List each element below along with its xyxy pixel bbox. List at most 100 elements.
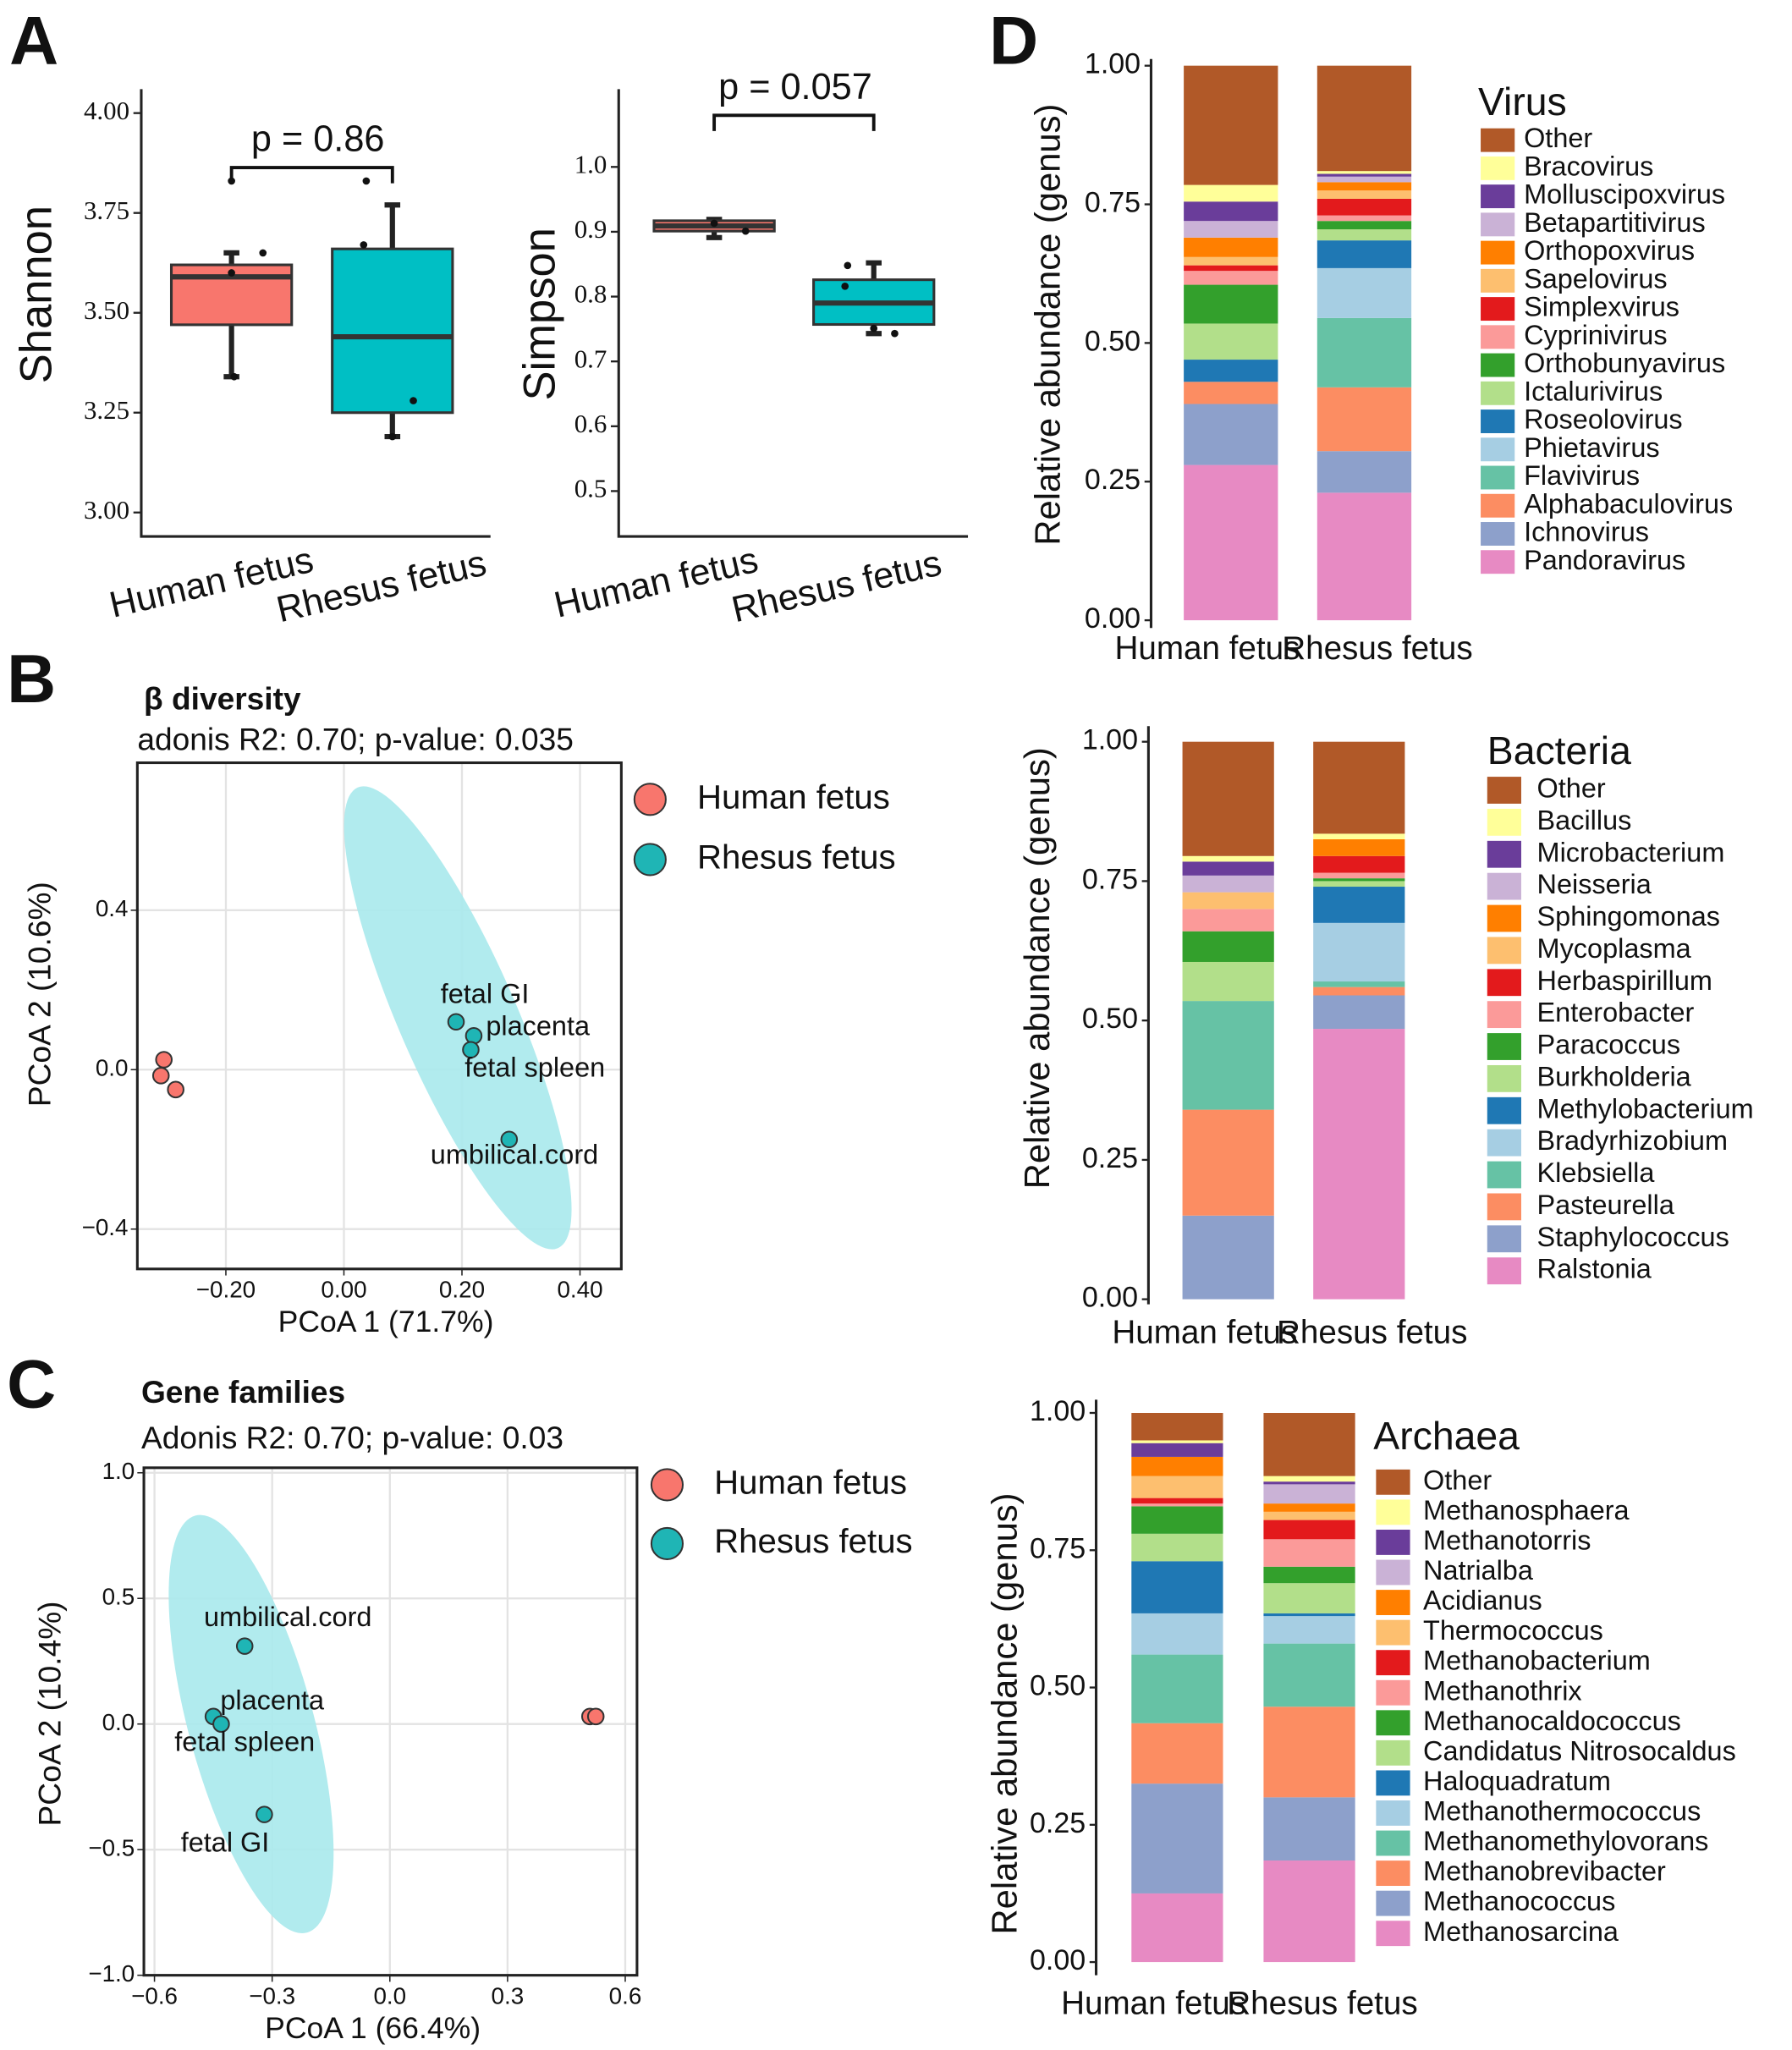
- legend-swatch: [1481, 268, 1515, 293]
- bar-segment: [1184, 237, 1278, 257]
- bar-segment: [1317, 240, 1412, 268]
- y-tick-label: 0.75: [1085, 187, 1141, 219]
- bar-segment: [1131, 1506, 1223, 1534]
- y-tick-label: 0.4: [96, 895, 129, 921]
- legend-label: Pandoravirus: [1524, 545, 1685, 575]
- chart-title: Gene families: [141, 1374, 345, 1410]
- legend-label: Molluscipoxvirus: [1524, 179, 1725, 210]
- legend-swatch: [1487, 777, 1521, 804]
- bar-segment: [1313, 995, 1405, 1030]
- bar-segment: [1182, 875, 1274, 893]
- point: [500, 1130, 519, 1148]
- plot-border: [135, 761, 623, 1271]
- bar-segment: [1317, 387, 1412, 452]
- point: [870, 324, 878, 333]
- bar-segment: [1131, 1561, 1223, 1613]
- y-tick-label: 1.00: [1030, 1395, 1086, 1427]
- legend-label: Simplexvirus: [1524, 292, 1679, 322]
- legend-swatch: [1481, 437, 1515, 462]
- bar-segment: [1317, 267, 1412, 318]
- bar-segment: [1313, 881, 1405, 888]
- legend-label: Methanotorris: [1423, 1525, 1591, 1556]
- bar-segment: [1313, 922, 1405, 982]
- x-tick-label: 0.00: [321, 1276, 366, 1302]
- legend-swatch: [1487, 1161, 1521, 1189]
- bar-segment: [1263, 1643, 1355, 1707]
- legend-swatch: [1376, 1619, 1410, 1646]
- y-tick-label: 1.00: [1085, 48, 1141, 80]
- legend-swatch: [1376, 1499, 1410, 1525]
- bar-segment: [1317, 229, 1412, 241]
- bar-segment: [1131, 1503, 1223, 1507]
- legend-label: Rhesus fetus: [714, 1522, 913, 1560]
- y-axis-label: Relative abundance (genus): [984, 1492, 1024, 1934]
- bar-segment: [1317, 190, 1412, 199]
- y-tick-label: 3.25: [84, 395, 129, 425]
- point: [841, 282, 849, 290]
- bar-segment: [1263, 1613, 1355, 1617]
- bracket: [712, 113, 876, 131]
- bar-segment: [1184, 271, 1278, 285]
- legend-swatch: [1481, 297, 1515, 322]
- y-tick-label: 4.00: [84, 96, 129, 125]
- legend-label: Methylobacterium: [1537, 1093, 1754, 1124]
- panel-label: A: [9, 3, 58, 80]
- bar-segment: [1184, 65, 1278, 185]
- y-tick-label: 0.75: [1030, 1532, 1086, 1564]
- x-tick-label: 0.3: [492, 1982, 525, 2009]
- bar-segment: [1313, 839, 1405, 856]
- bar-segment: [1182, 931, 1274, 962]
- y-tick-label: 0.25: [1030, 1807, 1086, 1839]
- legend-swatch: [1376, 1800, 1410, 1826]
- bracket: [229, 166, 394, 184]
- y-tick-label: 0.7: [574, 343, 607, 373]
- bar-segment: [1317, 182, 1412, 191]
- point: [464, 1026, 483, 1045]
- legend-label: Methanothrix: [1423, 1675, 1582, 1706]
- bar-segment: [1317, 65, 1412, 172]
- y-tick-label: 0.9: [574, 214, 607, 244]
- bar-segment: [1317, 176, 1412, 183]
- point: [167, 1080, 184, 1099]
- legend-label: Microbacterium: [1537, 837, 1725, 867]
- bar-segment: [1313, 855, 1405, 873]
- bar-segment: [1182, 855, 1274, 862]
- legend-label: Bacillus: [1537, 805, 1632, 835]
- legend-label: Ichnovirus: [1524, 517, 1649, 547]
- x-tick-label: 0.20: [439, 1276, 485, 1302]
- y-tick-label: 1.00: [1082, 724, 1138, 756]
- legend-label: Ralstonia: [1537, 1254, 1652, 1284]
- legend-label: Paracoccus: [1537, 1030, 1681, 1060]
- legend-label: Methanothermococcus: [1423, 1796, 1701, 1827]
- bar-segment: [1313, 741, 1405, 834]
- axis: [140, 89, 491, 538]
- bar-segment: [1184, 382, 1278, 404]
- y-tick-label: −1.0: [88, 1960, 135, 1987]
- legend-swatch: [1481, 550, 1515, 574]
- bar-segment: [1317, 171, 1412, 174]
- y-axis-label: PCoA 2 (10.6%): [21, 882, 57, 1107]
- bar-segment: [1184, 360, 1278, 382]
- bar-segment: [1313, 981, 1405, 987]
- x-tick-label: Human fetus: [1061, 1985, 1246, 2021]
- point: [151, 1067, 170, 1085]
- bar-segment: [1131, 1783, 1223, 1893]
- legend-label: Candidatus Nitrosocaldus: [1423, 1735, 1736, 1766]
- legend-label: Acidianus: [1423, 1586, 1542, 1616]
- legend-swatch: [1487, 1001, 1521, 1029]
- legend-label: Methanobrevibacter: [1423, 1856, 1666, 1887]
- bar-segment: [1131, 1498, 1223, 1504]
- legend-swatch: [1487, 1129, 1521, 1157]
- legend-swatch: [1376, 1559, 1410, 1586]
- bar-segment: [1263, 1583, 1355, 1613]
- point: [235, 1637, 254, 1655]
- point: [228, 269, 235, 277]
- bar-segment: [1263, 1566, 1355, 1584]
- legend-swatch: [1487, 840, 1521, 868]
- x-tick-label: Rhesus fetus: [1282, 630, 1472, 667]
- y-tick-label: 0.8: [574, 279, 607, 309]
- y-tick-label: 0.00: [1085, 602, 1141, 635]
- x-tick-label: −0.3: [249, 1982, 295, 2009]
- y-tick-label: 1.0: [102, 1458, 135, 1484]
- y-tick-label: 3.00: [84, 495, 129, 525]
